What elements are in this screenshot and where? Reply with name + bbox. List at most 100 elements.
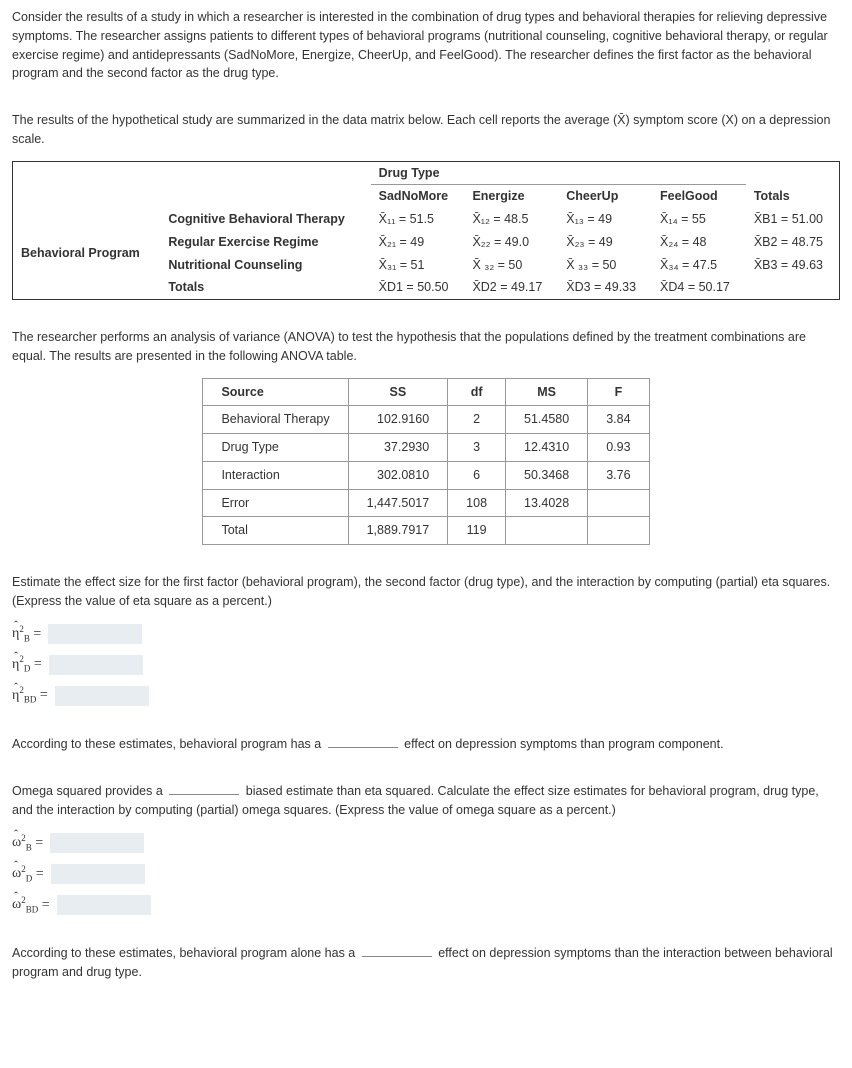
cell-11: X̄₁₁ = 51.5 [371, 208, 465, 231]
anova-r0-src: Behavioral Therapy [203, 406, 348, 434]
cell-d3: X̄D3 = 49.33 [558, 276, 652, 299]
data-matrix-table: Drug Type SadNoMore Energize CheerUp Fee… [12, 161, 840, 301]
anova-r4-src: Total [203, 517, 348, 545]
omega-symbol: ω [12, 866, 21, 881]
anova-r4-ss: 1,889.7917 [348, 517, 448, 545]
equals-sign: = [32, 866, 43, 881]
equals-sign: = [30, 657, 41, 672]
cell-d1: X̄D1 = 50.50 [371, 276, 465, 299]
col-feelgood: FeelGood [652, 185, 746, 208]
cell-d2: X̄D2 = 49.17 [464, 276, 558, 299]
behavioral-program-header: Behavioral Program [13, 208, 161, 300]
anova-r3-df: 108 [448, 489, 506, 517]
anova-h-f: F [588, 378, 649, 406]
eta-d-input[interactable] [49, 655, 143, 675]
anova-r4-f [588, 517, 649, 545]
omega-prompt-blank[interactable] [169, 782, 239, 795]
row-totals-label: Totals [160, 276, 370, 299]
anova-h-ss: SS [348, 378, 448, 406]
anova-r3-ss: 1,447.5017 [348, 489, 448, 517]
cell-b1: X̄B1 = 51.00 [746, 208, 840, 231]
eta-sentence-blank[interactable] [328, 735, 398, 748]
anova-r0-ms: 51.4580 [506, 406, 588, 434]
cell-d4: X̄D4 = 50.17 [652, 276, 746, 299]
eta-d-line: η2D = [12, 653, 840, 676]
omega-bd-line: ω2BD = [12, 894, 840, 917]
anova-r0-ss: 102.9160 [348, 406, 448, 434]
anova-r2-df: 6 [448, 461, 506, 489]
eta-sentence-post: effect on depression symptoms than progr… [404, 737, 723, 751]
equals-sign: = [38, 897, 49, 912]
anova-h-ms: MS [506, 378, 588, 406]
eta-sentence: According to these estimates, behavioral… [12, 735, 840, 754]
anova-r2-f: 3.76 [588, 461, 649, 489]
col-cheerup: CheerUp [558, 185, 652, 208]
cell-b2: X̄B2 = 48.75 [746, 231, 840, 254]
omega-sentence: According to these estimates, behavioral… [12, 944, 840, 982]
anova-r2-src: Interaction [203, 461, 348, 489]
anova-r2-ss: 302.0810 [348, 461, 448, 489]
cell-34: X̄₃₄ = 47.5 [652, 254, 746, 277]
eta-sentence-pre: According to these estimates, behavioral… [12, 737, 321, 751]
omega-b-input[interactable] [50, 833, 144, 853]
omega-sentence-blank[interactable] [362, 944, 432, 957]
omega-bd-input[interactable] [57, 895, 151, 915]
row-cbt-label: Cognitive Behavioral Therapy [160, 208, 370, 231]
cell-blank [746, 276, 840, 299]
eta-sub-bd: BD [24, 695, 37, 705]
eta-symbol: η [12, 688, 19, 703]
anova-h-source: Source [203, 378, 348, 406]
omega-prompt-pre: Omega squared provides a [12, 784, 163, 798]
anova-r4-ms [506, 517, 588, 545]
cell-23: X̄₂₃ = 49 [558, 231, 652, 254]
anova-r4-df: 119 [448, 517, 506, 545]
equals-sign: = [30, 626, 41, 641]
anova-r1-f: 0.93 [588, 434, 649, 462]
anova-h-df: df [448, 378, 506, 406]
omega-symbol: ω [12, 897, 21, 912]
col-energize: Energize [464, 185, 558, 208]
anova-r1-df: 3 [448, 434, 506, 462]
omega-sub-bd: BD [26, 904, 39, 914]
eta-bd-input[interactable] [55, 686, 149, 706]
cell-33: X̄ ₃₃ = 50 [558, 254, 652, 277]
row-nutrition-label: Nutritional Counseling [160, 254, 370, 277]
anova-intro: The researcher performs an analysis of v… [12, 328, 840, 366]
omega-d-line: ω2D = [12, 863, 840, 886]
cell-14: X̄₁₄ = 55 [652, 208, 746, 231]
cell-24: X̄₂₄ = 48 [652, 231, 746, 254]
anova-r1-src: Drug Type [203, 434, 348, 462]
equals-sign: = [36, 688, 47, 703]
cell-22: X̄₂₂ = 49.0 [464, 231, 558, 254]
cell-31: X̄₃₁ = 51 [371, 254, 465, 277]
cell-b3: X̄B3 = 49.63 [746, 254, 840, 277]
intro-paragraph-2: The results of the hypothetical study ar… [12, 111, 840, 149]
eta-symbol: η [12, 626, 19, 641]
eta-b-line: η2B = [12, 623, 840, 646]
anova-r1-ss: 37.2930 [348, 434, 448, 462]
col-sadnomore: SadNoMore [371, 185, 465, 208]
cell-12: X̄₁₂ = 48.5 [464, 208, 558, 231]
anova-r0-df: 2 [448, 406, 506, 434]
cell-13: X̄₁₃ = 49 [558, 208, 652, 231]
cell-21: X̄₂₁ = 49 [371, 231, 465, 254]
equals-sign: = [32, 835, 43, 850]
anova-r3-ms: 13.4028 [506, 489, 588, 517]
eta-prompt: Estimate the effect size for the first f… [12, 573, 840, 611]
intro-paragraph-1: Consider the results of a study in which… [12, 8, 840, 83]
anova-r1-ms: 12.4310 [506, 434, 588, 462]
eta-bd-line: η2BD = [12, 684, 840, 707]
anova-r3-f [588, 489, 649, 517]
omega-b-line: ω2B = [12, 832, 840, 855]
anova-r3-src: Error [203, 489, 348, 517]
anova-table: Source SS df MS F Behavioral Therapy 102… [202, 378, 649, 546]
anova-r0-f: 3.84 [588, 406, 649, 434]
eta-b-input[interactable] [48, 624, 142, 644]
eta-symbol: η [12, 657, 19, 672]
omega-d-input[interactable] [51, 864, 145, 884]
anova-r2-ms: 50.3468 [506, 461, 588, 489]
omega-symbol: ω [12, 835, 21, 850]
row-exercise-label: Regular Exercise Regime [160, 231, 370, 254]
col-totals: Totals [746, 185, 840, 208]
omega-sentence-pre: According to these estimates, behavioral… [12, 946, 355, 960]
